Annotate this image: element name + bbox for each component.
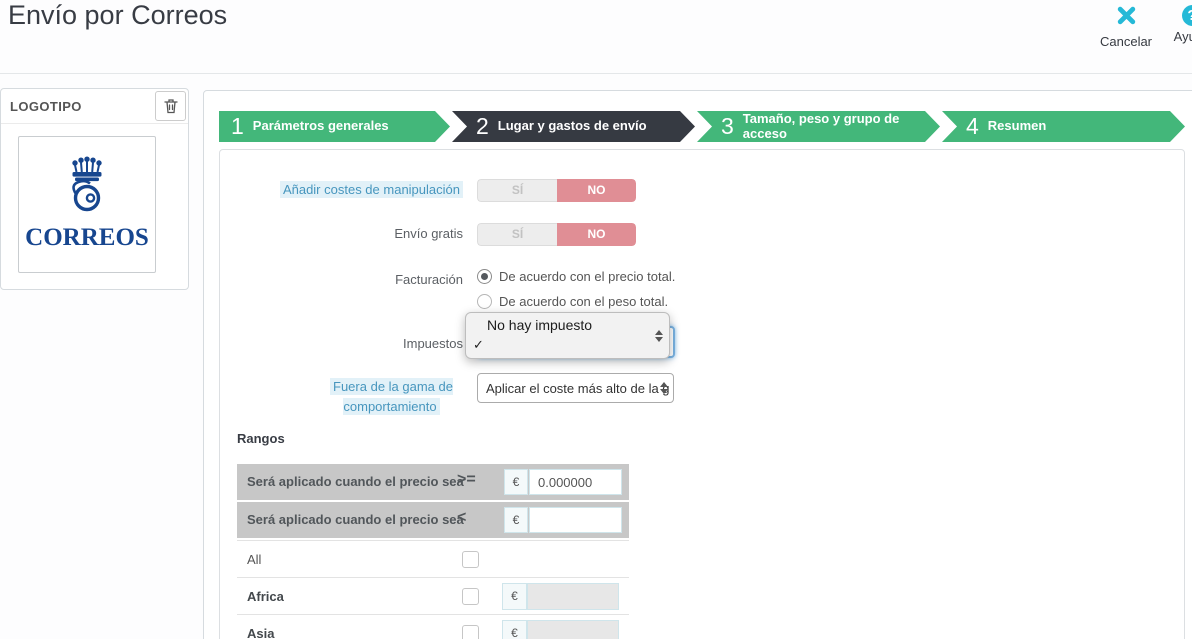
range-lt-input[interactable] <box>529 507 622 533</box>
range-ge-label: Será aplicado cuando el precio sea <box>247 474 464 489</box>
zone-asia-checkbox[interactable] <box>462 625 479 639</box>
logo-panel: LOGOTIPO CORREOS <box>0 88 189 290</box>
step-label: Tamaño, peso y grupo de acceso <box>742 110 900 141</box>
tax-dropdown-popup: No hay impuesto ✓ <box>465 312 670 359</box>
handling-costs-help-link[interactable]: Añadir costes de manipulación <box>279 181 463 198</box>
trash-icon <box>163 99 178 114</box>
range-lt-row: Será aplicado cuando el precio sea < € <box>237 502 629 538</box>
step-number: 1 <box>231 113 244 139</box>
main-panel: 1 Parámetros generales 2 Lugar y gastos … <box>203 90 1192 639</box>
radio-checked-icon[interactable] <box>477 269 492 284</box>
help-icon: ? <box>1181 5 1192 26</box>
ranges-title: Rangos <box>237 431 285 446</box>
close-icon <box>1117 6 1135 25</box>
zone-africa-checkbox[interactable] <box>462 588 479 605</box>
currency-prefix: € <box>504 469 528 495</box>
header-divider <box>0 73 1192 74</box>
correos-logo-image: CORREOS <box>25 155 149 251</box>
step2-form: Añadir costes de manipulación SÍ NO Enví… <box>219 149 1185 639</box>
billing-by-price-label: De acuerdo con el precio total. <box>499 269 676 284</box>
zone-asia-price-input[interactable] <box>527 620 619 639</box>
handling-costs-label: Añadir costes de manipulación <box>220 181 463 198</box>
wizard-step-3[interactable]: 3 Tamaño, peso y grupo de acceso <box>697 111 940 142</box>
help-button[interactable]: ? Ayuda <box>1160 5 1192 44</box>
cancel-button[interactable]: Cancelar <box>1094 5 1158 49</box>
logo-panel-header: LOGOTIPO <box>1 89 188 124</box>
wizard-step-2-active[interactable]: 2 Lugar y gastos de envío <box>452 111 695 142</box>
logo-panel-title: LOGOTIPO <box>10 99 82 114</box>
toggle-no-option[interactable]: NO <box>557 179 636 202</box>
page-title: Envío por Correos <box>8 0 228 30</box>
select-stepper-icon <box>660 382 668 394</box>
correos-wordmark: CORREOS <box>25 224 149 251</box>
currency-prefix: € <box>502 583 527 610</box>
wizard-step-1[interactable]: 1 Parámetros generales <box>219 111 450 142</box>
range-lt-operator: < <box>457 509 467 526</box>
zone-label: Asia <box>247 626 275 639</box>
zone-row-all: All <box>237 540 629 577</box>
zone-row-asia: Asia € <box>237 614 629 639</box>
carrier-logo: CORREOS <box>18 136 156 273</box>
delete-logo-button[interactable] <box>155 91 186 121</box>
select-stepper-icon <box>655 329 663 342</box>
toggle-no-option[interactable]: NO <box>557 223 636 246</box>
currency-prefix: € <box>504 507 528 533</box>
billing-by-weight-label: De acuerdo con el peso total. <box>499 294 669 309</box>
step-number: 2 <box>476 113 489 139</box>
free-shipping-toggle[interactable]: SÍ NO <box>477 223 636 246</box>
zone-africa-price-input[interactable] <box>527 583 619 610</box>
range-ge-input[interactable] <box>529 469 622 495</box>
step-label: Parámetros generales <box>252 118 389 134</box>
tax-label: Impuestos <box>403 336 463 351</box>
out-of-range-select[interactable]: Aplicar el coste más alto de la g <box>477 373 674 403</box>
range-ge-operator: >= <box>457 471 476 488</box>
wizard-steps: 1 Parámetros generales 2 Lugar y gastos … <box>219 111 1185 142</box>
cancel-label: Cancelar <box>1099 34 1153 49</box>
range-lt-label: Será aplicado cuando el precio sea <box>247 512 464 527</box>
handling-costs-toggle[interactable]: SÍ NO <box>477 179 636 202</box>
billing-by-weight-option[interactable]: De acuerdo con el peso total. <box>477 294 668 309</box>
zone-label: Africa <box>247 589 284 604</box>
toggle-yes-option[interactable]: SÍ <box>477 223 557 246</box>
free-shipping-label: Envío gratis <box>394 226 463 241</box>
currency-prefix: € <box>502 620 527 639</box>
help-label: Ayuda <box>1173 29 1192 44</box>
zone-all-checkbox[interactable] <box>462 551 479 568</box>
wizard-step-4[interactable]: 4 Resumen <box>942 111 1185 142</box>
billing-label: Facturación <box>395 272 463 287</box>
out-of-range-value: Aplicar el coste más alto de la g <box>486 380 670 396</box>
out-of-range-label: Fuera de la gama de comportamiento <box>220 377 463 417</box>
toggle-yes-option[interactable]: SÍ <box>477 179 557 202</box>
selected-check-icon: ✓ <box>473 337 484 352</box>
step-number: 4 <box>966 113 979 139</box>
range-ge-row: Será aplicado cuando el precio sea >= € <box>237 464 629 500</box>
step-label: Resumen <box>987 118 1047 134</box>
step-number: 3 <box>721 113 734 139</box>
zone-label: All <box>247 552 262 567</box>
step-label: Lugar y gastos de envío <box>497 118 647 134</box>
radio-unchecked-icon[interactable] <box>477 294 492 309</box>
out-of-range-help-link[interactable]: Fuera de la gama de comportamiento <box>330 378 453 416</box>
billing-by-price-option[interactable]: De acuerdo con el precio total. <box>477 269 675 284</box>
tax-option-no-tax[interactable]: No hay impuesto <box>487 317 593 333</box>
zone-row-africa: Africa € <box>237 577 629 614</box>
